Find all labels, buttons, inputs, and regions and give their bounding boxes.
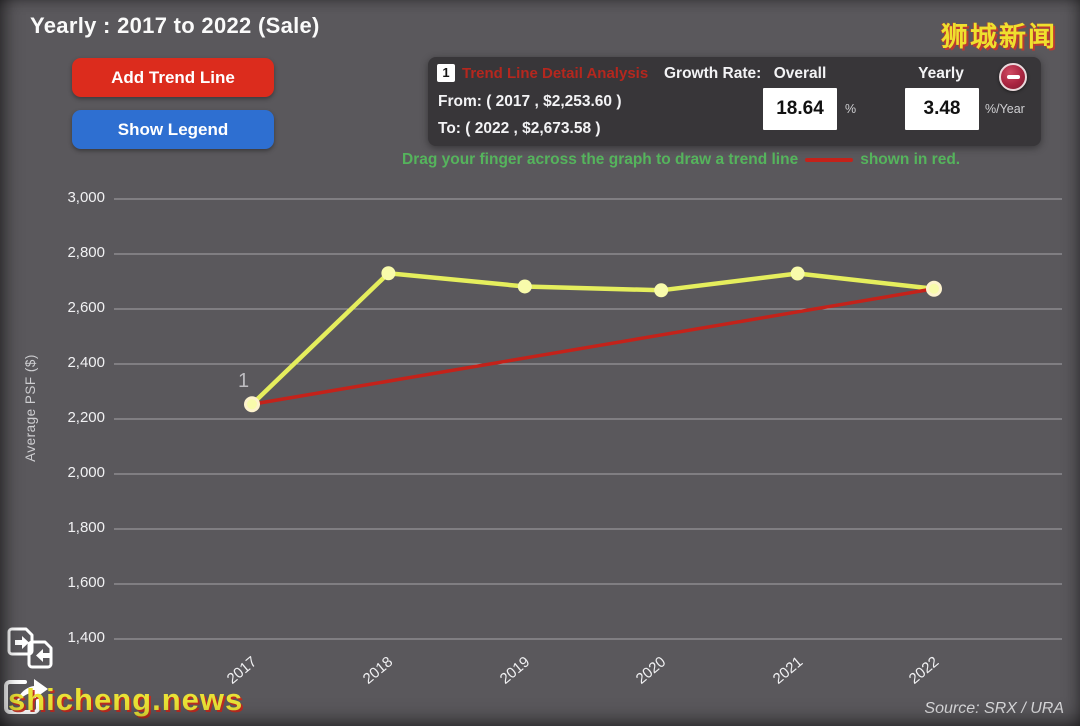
data-point-marker[interactable]: [244, 396, 260, 413]
data-point-marker[interactable]: [926, 280, 942, 297]
trend-analysis-panel: 1 Trend Line Detail Analysis Growth Rate…: [428, 57, 1041, 146]
growth-rate-label: Growth Rate:: [664, 65, 762, 82]
psf-line-series: [249, 271, 937, 407]
show-legend-button[interactable]: Show Legend: [72, 110, 274, 149]
trend-from-value: From: ( 2017 , $2,253.60 ): [438, 93, 622, 110]
trend-number-badge: 1: [437, 64, 455, 82]
overall-column-label: Overall: [773, 65, 827, 82]
data-point-marker[interactable]: [517, 279, 532, 294]
trend-to-value: To: ( 2022 , $2,673.58 ): [438, 120, 601, 137]
site-watermark-chinese: 狮城新闻: [941, 22, 1057, 52]
trend-sample-line-icon: [805, 158, 854, 162]
compare-pages-icon: [7, 627, 53, 669]
overall-unit-label: %: [845, 102, 857, 116]
add-trend-line-button[interactable]: Add Trend Line: [72, 58, 274, 97]
data-point-marker[interactable]: [790, 266, 805, 281]
share-button[interactable]: [0, 674, 50, 725]
minus-circle-icon: [1006, 75, 1020, 79]
overall-growth-field[interactable]: 18.64: [763, 88, 837, 130]
yearly-growth-field[interactable]: 3.48: [905, 88, 979, 130]
page-title: Yearly : 2017 to 2022 (Sale): [30, 13, 320, 38]
instruction-after: shown in red.: [860, 151, 961, 168]
source-credit: Source: SRX / URA: [924, 700, 1064, 717]
data-point-marker[interactable]: [654, 283, 669, 298]
yearly-column-label: Yearly: [918, 65, 964, 82]
yearly-unit-label: %/Year: [985, 102, 1025, 116]
trend-line[interactable]: [250, 287, 936, 407]
remove-trend-line-button[interactable]: [999, 63, 1027, 91]
site-watermark: shicheng.news: [8, 682, 244, 717]
share-icon: [3, 679, 48, 714]
compare-pages-button[interactable]: [6, 622, 58, 679]
data-point-marker[interactable]: [381, 266, 396, 281]
instruction-text: Drag your finger across the graph to dra…: [402, 151, 960, 169]
panel-title: Trend Line Detail Analysis: [462, 65, 649, 82]
instruction-before: Drag your finger across the graph to dra…: [402, 151, 799, 168]
